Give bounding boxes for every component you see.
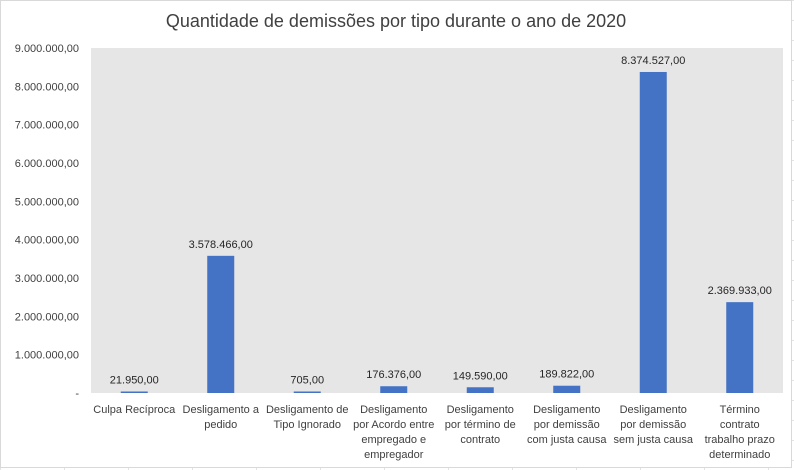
bar	[380, 386, 408, 393]
category-label-line: pedido	[204, 419, 237, 431]
category-label-line: Término	[720, 404, 760, 416]
plot-area	[91, 48, 783, 393]
category-label-line: Tipo Ignorado	[274, 419, 341, 431]
data-label: 176.376,00	[366, 369, 421, 381]
category-label-line: trabalho prazo	[705, 434, 775, 446]
category-label-line: Desligamento	[360, 404, 427, 416]
chart-title: Quantidade de demissões por tipo durante…	[165, 11, 627, 31]
data-label: 8.374.527,00	[621, 55, 685, 67]
data-label: 21.950,00	[110, 375, 159, 387]
y-tick-label: 4.000.000,00	[15, 235, 79, 247]
data-label: 149.590,00	[453, 370, 508, 382]
category-label-line: por demissão	[620, 419, 686, 431]
bar	[553, 385, 581, 393]
category-label-line: Desligamento	[533, 404, 600, 416]
y-tick-label: 1.000.000,00	[15, 350, 79, 362]
category-label-line: Culpa Recíproca	[93, 404, 176, 416]
data-label: 189.822,00	[539, 369, 594, 381]
category-label: Desligamento a pedido	[183, 404, 260, 431]
category-label: Desligamento por demissão sem justa causa	[614, 404, 694, 446]
category-label-line: contrato	[460, 434, 500, 446]
y-tick-label: -	[75, 388, 79, 400]
y-tick-label: 3.000.000,00	[15, 273, 79, 285]
category-label-line: Desligamento de	[266, 404, 349, 416]
y-tick-label: 9.000.000,00	[15, 43, 79, 55]
category-label-line: por Acordo entre	[353, 419, 434, 431]
y-tick-label: 5.000.000,00	[15, 196, 79, 208]
y-tick-label: 6.000.000,00	[15, 158, 79, 170]
category-label: Desligamento por Acordo entre empregado e e…	[353, 404, 434, 461]
category-label-line: por demissão	[534, 419, 600, 431]
category-label-line: determinado	[709, 449, 770, 461]
category-label: Desligamento por demissão com justa causa	[527, 404, 607, 446]
y-tick-label: 2.000.000,00	[15, 311, 79, 323]
category-label: Término contrato trabalho prazo determinado	[705, 404, 775, 461]
category-label-line: empregador	[364, 449, 424, 461]
y-tick-label: 7.000.000,00	[15, 120, 79, 132]
category-label: Culpa Recíproca	[93, 404, 176, 416]
category-label: Desligamento de Tipo Ignorado	[266, 404, 349, 431]
y-tick-label: 8.000.000,00	[15, 81, 79, 93]
bar	[466, 387, 494, 393]
data-label: 2.369.933,00	[708, 285, 772, 297]
bar	[120, 391, 148, 393]
data-label: 3.578.466,00	[189, 239, 253, 251]
category-label-line: contrato	[720, 419, 760, 431]
bar	[207, 255, 235, 393]
data-label: 705,00	[290, 375, 324, 387]
category-label-line: Desligamento	[447, 404, 514, 416]
bar	[639, 71, 667, 393]
category-label-line: sem justa causa	[614, 434, 694, 446]
category-label-line: com justa causa	[527, 434, 607, 446]
bar	[293, 391, 321, 393]
category-label-line: empregado e	[361, 434, 426, 446]
category-label-line: Desligamento a	[183, 404, 260, 416]
category-label: Desligamento por término de contrato	[445, 404, 516, 446]
category-label-line: por término de	[445, 419, 516, 431]
category-label-line: Desligamento	[620, 404, 687, 416]
bar	[726, 302, 754, 393]
